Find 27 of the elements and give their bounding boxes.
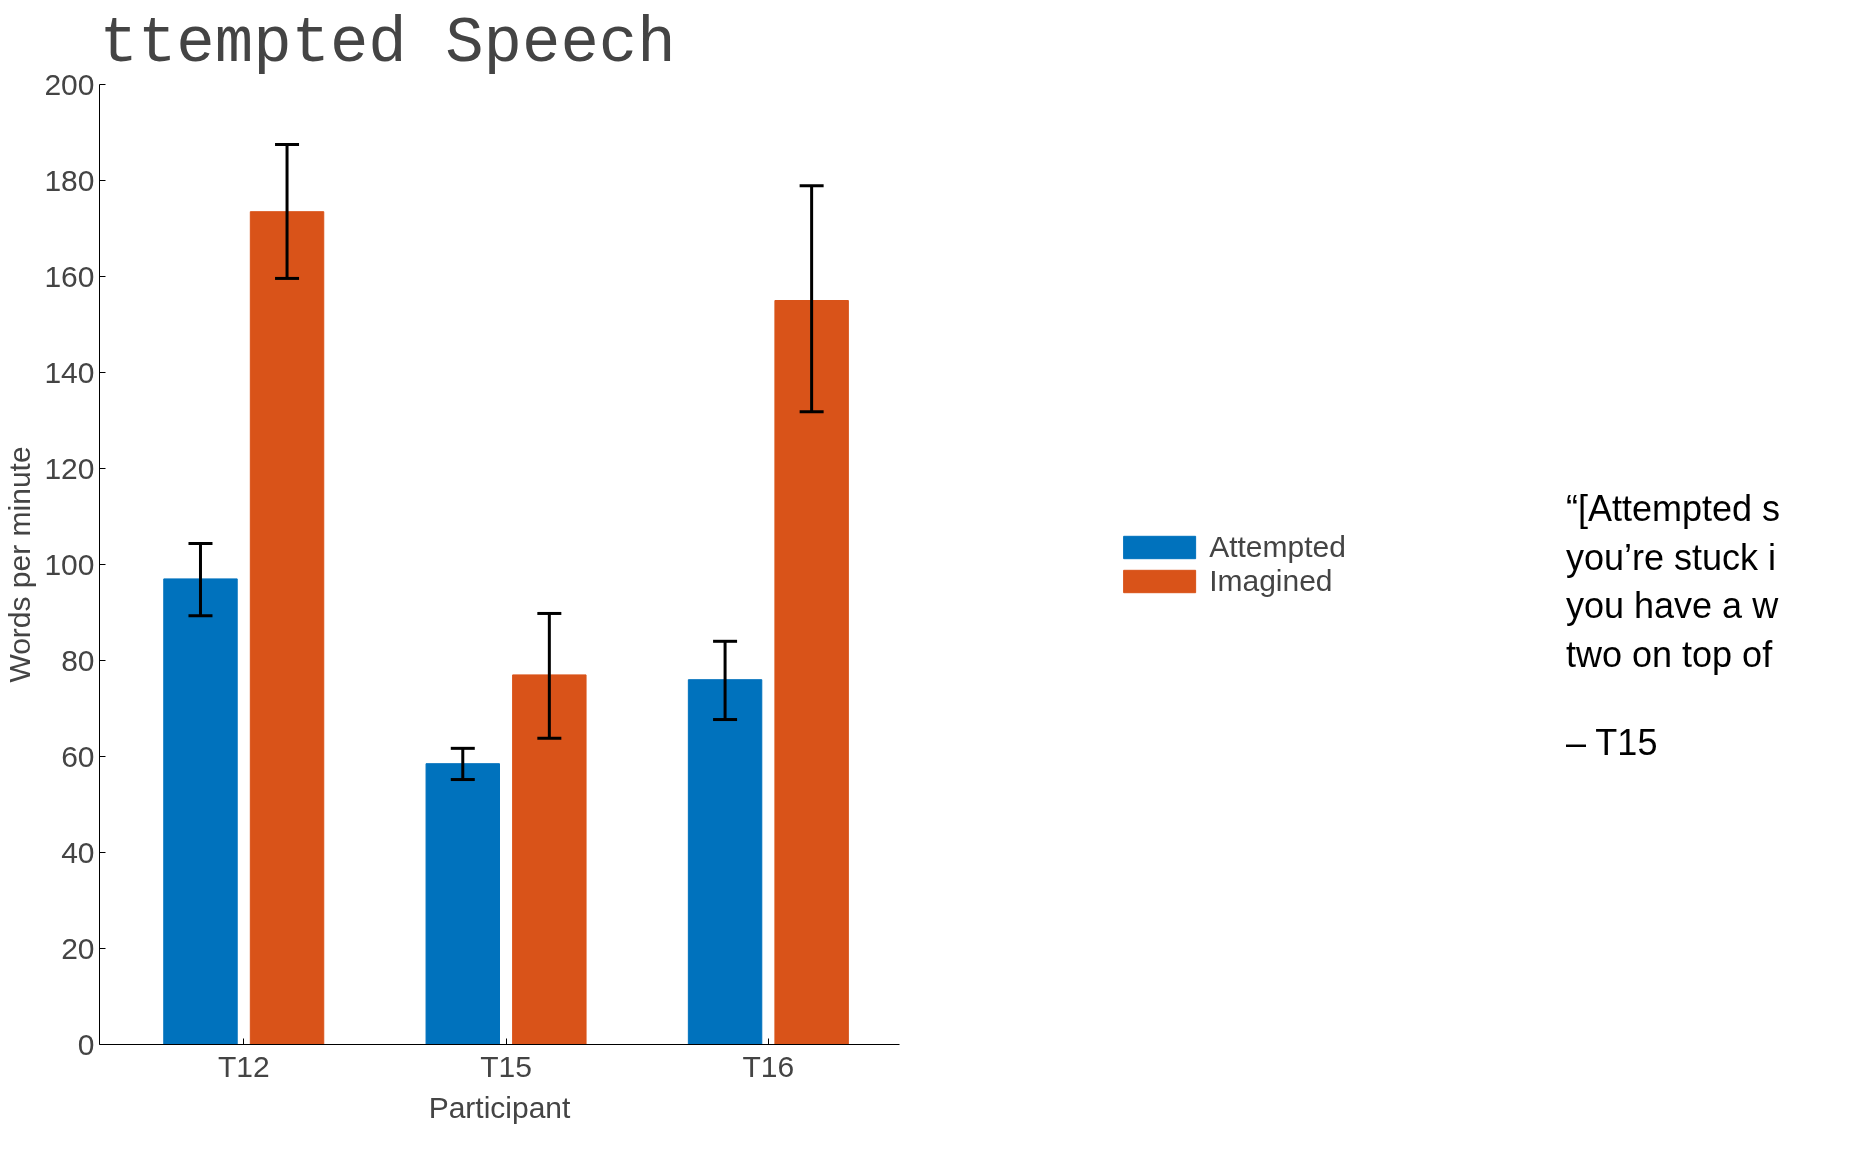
y-tick-label: 0 — [77, 1027, 95, 1061]
text: – T15 — [1566, 721, 1659, 766]
x-tick-label: T12 — [217, 1049, 270, 1083]
y-tick-label: 120 — [44, 451, 95, 485]
y-tick-label: 160 — [44, 259, 95, 293]
legend-label: Attempted — [1209, 530, 1346, 564]
bar — [687, 679, 763, 1045]
bar — [163, 578, 238, 1045]
legend-label: Imagined — [1209, 564, 1333, 598]
y-tick-label: 100 — [44, 547, 95, 581]
y-tick-label: 140 — [44, 355, 95, 389]
y-axis-title: Words per minute — [3, 446, 37, 683]
bar — [774, 300, 849, 1045]
text: “[Attempted s you’re stuck i you have a w two on top of — [1566, 487, 1781, 677]
x-tick-label: T15 — [480, 1049, 532, 1083]
y-tick-label: 200 — [44, 67, 95, 101]
x-tick-label: T16 — [742, 1049, 795, 1083]
y-tick-label: 60 — [61, 739, 95, 773]
y-tick-label: 180 — [44, 163, 95, 197]
x-axis-title: Participant — [428, 1090, 572, 1124]
bar — [512, 674, 587, 1045]
y-tick-label: 20 — [61, 931, 95, 965]
y-tick-label: 40 — [61, 835, 95, 869]
chart-title: ttempted Speech — [99, 7, 676, 80]
y-tick-label: 80 — [61, 643, 95, 677]
bar — [249, 211, 325, 1045]
bar — [425, 763, 500, 1045]
